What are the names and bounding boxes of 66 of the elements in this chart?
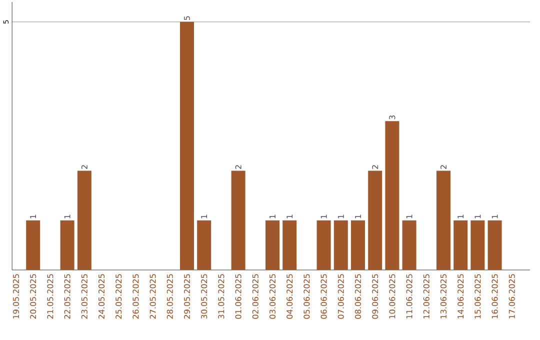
bar [385,121,400,270]
bar [334,220,348,270]
x-tick-label: 08.06.2025 [354,274,362,319]
data-label: 1 [355,214,361,218]
x-tick-label: 15.06.2025 [474,274,481,318]
data-label: 2 [440,165,446,169]
data-label: 1 [320,214,327,218]
x-tick-label: 13.06.2025 [440,274,446,318]
bar [454,220,468,270]
bar [470,220,485,270]
data-label: 1 [406,214,412,218]
x-tick-label: 21.05.2025 [47,274,54,319]
x-tick-label: 03.06.2025 [269,274,276,319]
bar [231,170,246,270]
x-tick-label: 30.05.2025 [201,274,208,319]
data-label: 2 [372,165,378,169]
data-label: 1 [492,214,498,218]
x-tick-label: 20.05.2025 [30,274,36,319]
bar [368,170,382,270]
bar [60,220,74,270]
x-tick-label: 29.05.2025 [184,274,190,319]
x-tick-label: 12.06.2025 [423,274,430,318]
x-tick-label: 04.06.2025 [286,274,293,319]
x-tick-label: 05.06.2025 [304,274,310,319]
bar [197,220,212,270]
data-label: 1 [270,214,276,218]
x-tick-label: 19.05.2025 [12,274,20,318]
bar [316,220,331,270]
x-tick-label: 07.06.2025 [338,274,344,319]
bar [350,220,365,270]
x-tick-label: 28.05.2025 [166,274,173,319]
data-label: 1 [458,214,464,218]
bar [180,22,194,270]
x-tick-label: 22.05.2025 [64,274,70,319]
bar [282,220,297,270]
bar [265,220,280,270]
x-tick-label: 25.05.2025 [116,274,122,319]
x-tick-label: 26.05.2025 [132,274,139,319]
data-label: 1 [474,214,481,218]
data-label: 1 [338,214,344,218]
x-tick-label: 02.06.2025 [252,274,258,319]
x-tick-label: 24.05.2025 [98,274,105,319]
data-label: 1 [30,214,36,218]
x-tick-label: 27.05.2025 [150,274,156,319]
data-label: 2 [81,165,88,169]
data-label: 5 [184,16,190,20]
data-label: 3 [389,115,396,120]
x-tick-label: 10.06.2025 [389,274,396,318]
x-tick-label: 01.06.2025 [235,274,242,319]
x-tick-label: 31.05.2025 [218,274,224,319]
data-label: 2 [235,165,242,169]
data-label: 1 [64,214,70,218]
bar [488,220,502,270]
x-tick-label: 17.06.2025 [508,274,515,318]
bar [77,170,92,270]
data-label: 1 [201,214,208,218]
x-tick-label: 14.06.2025 [458,274,464,318]
x-tick-label: 16.06.2025 [492,274,498,318]
bar [402,220,416,270]
x-tick-label: 11.06.2025 [406,274,412,318]
bar [26,220,40,270]
bar [436,170,450,270]
x-tick-label: 09.06.2025 [372,274,378,319]
x-tick-label: 06.06.2025 [320,274,327,319]
data-label: 1 [286,214,293,218]
x-tick-label: 23.05.2025 [81,274,88,319]
